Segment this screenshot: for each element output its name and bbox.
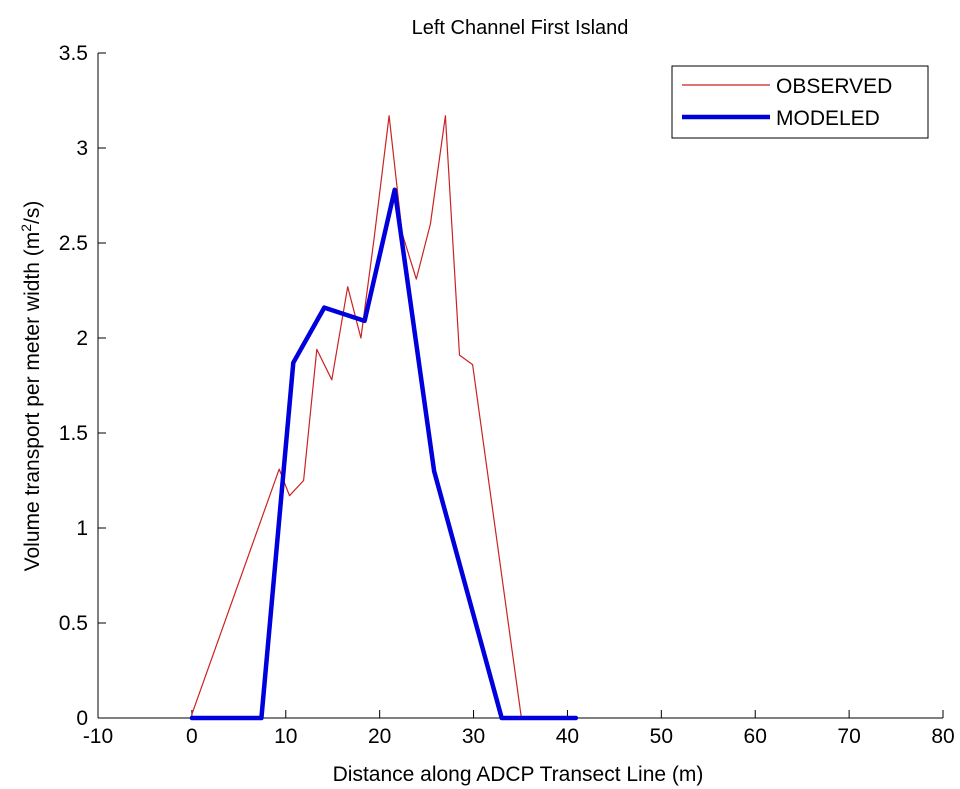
y-tick-label: 2 <box>76 327 88 350</box>
y-tick-label: 0.5 <box>59 612 88 635</box>
y-tick-label: 1.5 <box>59 422 88 445</box>
x-tick-label: 70 <box>837 725 860 748</box>
series-line-modeled <box>189 187 579 721</box>
chart-title: Left Channel First Island <box>412 17 629 39</box>
legend-label-observed: OBSERVED <box>776 75 892 98</box>
x-tick-label: 50 <box>650 725 673 748</box>
x-axis-title: Distance along ADCP Transect Line (m) <box>333 763 704 786</box>
legend-box <box>671 65 929 139</box>
y-tick-label: 3 <box>76 137 88 160</box>
y-axis-title-superscript: 2 <box>18 224 34 232</box>
x-tick-label: 10 <box>274 725 297 748</box>
x-tick-labels: -10 0 10 20 30 40 50 60 70 80 <box>83 725 955 748</box>
x-tick-label: 40 <box>556 725 579 748</box>
y-tick-label: 0 <box>76 707 88 730</box>
legend-label-modeled: MODELED <box>776 107 880 130</box>
y-axis-title: Volume transport per meter width (m2/s) <box>18 201 44 572</box>
x-tick-label: -10 <box>83 725 113 748</box>
series-group <box>189 115 579 721</box>
y-tick-labels: 0 0.5 1 1.5 2 2.5 3 3.5 <box>59 42 88 730</box>
y-tick-label: 3.5 <box>59 42 88 65</box>
series-line-observed <box>191 115 523 719</box>
x-tick-label: 20 <box>368 725 391 748</box>
y-axis-title-tail: /s) <box>21 201 44 224</box>
x-tick-label: 80 <box>931 725 954 748</box>
tick-marks <box>97 52 944 719</box>
legend: OBSERVED MODELED <box>671 65 929 139</box>
y-tick-label: 2.5 <box>59 232 88 255</box>
axes <box>97 53 943 719</box>
x-tick-label: 60 <box>744 725 767 748</box>
y-axis-title-main: Volume transport per meter width (m <box>21 232 44 572</box>
y-tick-label: 1 <box>76 517 88 540</box>
x-tick-label: 0 <box>186 725 198 748</box>
x-tick-label: 30 <box>462 725 485 748</box>
